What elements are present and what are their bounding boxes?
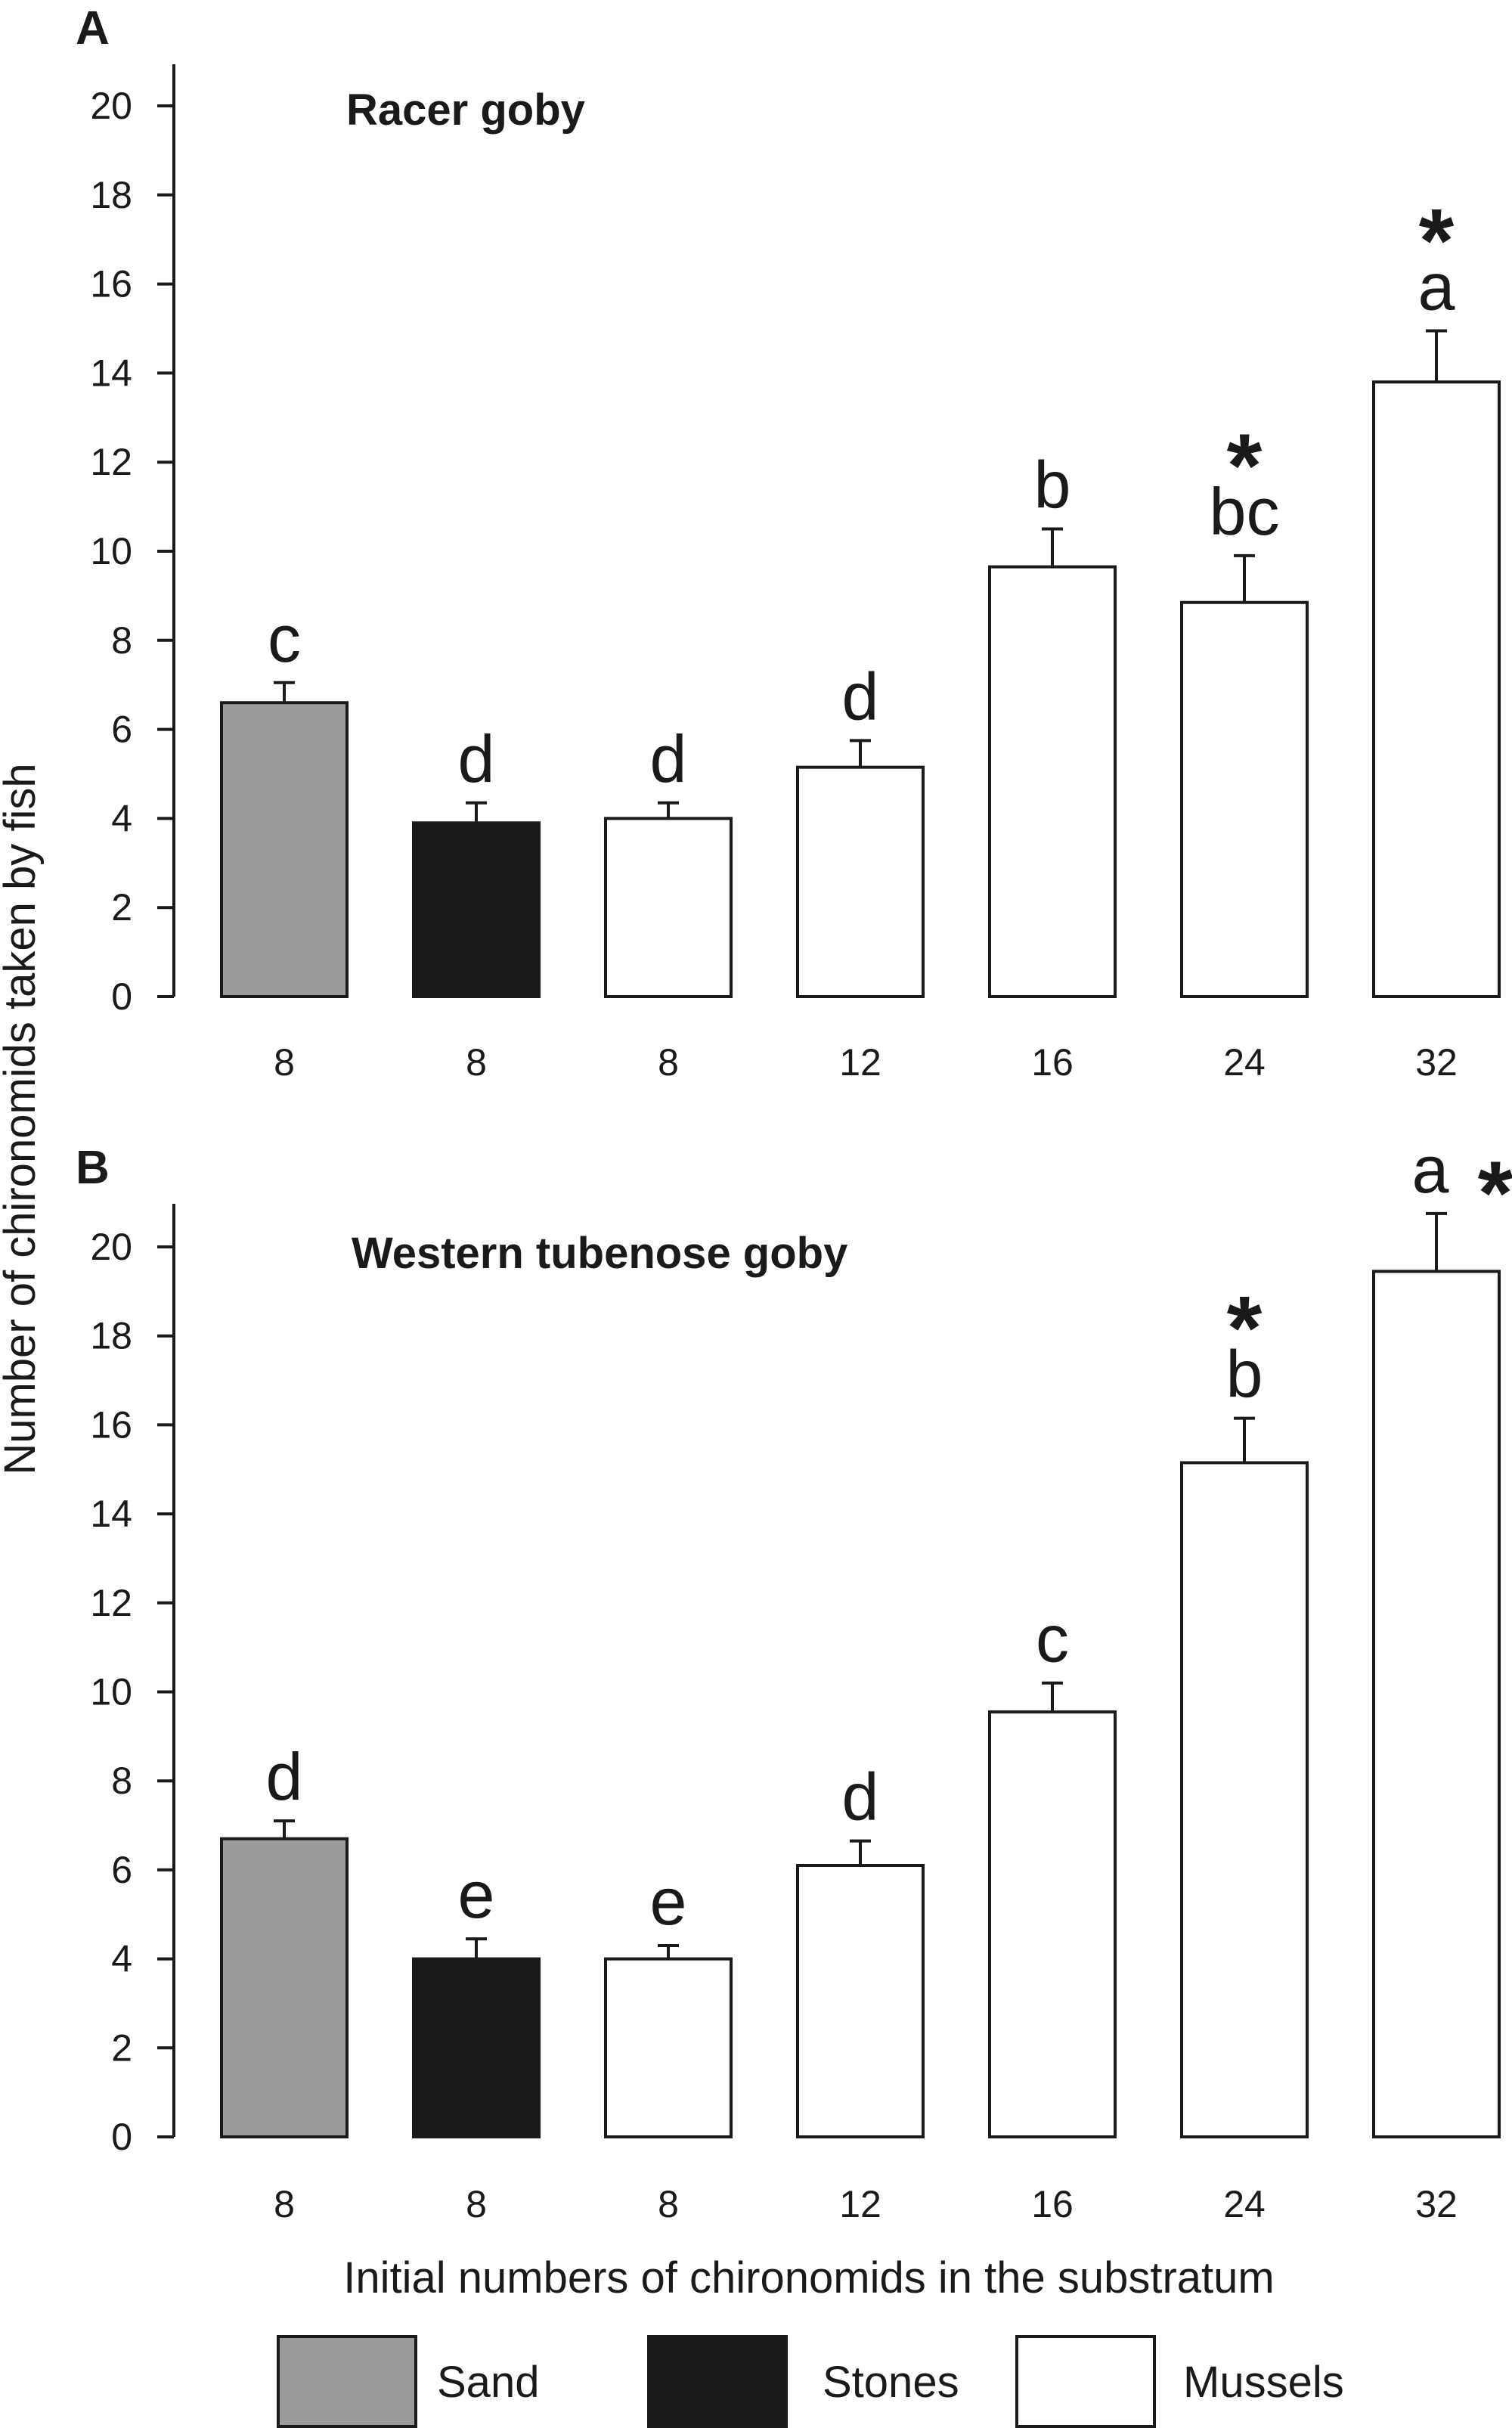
y-tick-label: 0 <box>111 975 132 1018</box>
x-tick-label: 8 <box>274 2183 295 2225</box>
x-tick-label: 8 <box>658 1041 679 1084</box>
panel-b-title: Western tubenose goby <box>352 1229 847 1278</box>
significance-star: * <box>1478 1143 1512 1244</box>
significance-letter: e <box>650 1864 687 1939</box>
panel-b-label: B <box>76 1142 110 1194</box>
bar <box>220 701 349 998</box>
bar <box>796 1864 925 2138</box>
significance-letter: bc <box>1210 474 1280 549</box>
bar <box>412 821 541 999</box>
legend: Sand Stones Mussels <box>277 2335 1344 2428</box>
y-tick-label: 8 <box>111 619 132 662</box>
y-tick-label: 18 <box>90 174 132 216</box>
bar <box>1372 1270 1501 2138</box>
legend-label-mussels: Mussels <box>1183 2358 1344 2407</box>
significance-letter: d <box>842 659 879 733</box>
y-axis-label: Number of chironomids taken by fish <box>0 763 45 1474</box>
significance-letter: e <box>458 1857 495 1932</box>
panel-a-label: A <box>76 2 110 54</box>
bar <box>1372 380 1501 998</box>
x-tick-label: 12 <box>839 2183 881 2225</box>
y-tick-label: 14 <box>90 352 132 394</box>
bar <box>412 1957 541 2139</box>
significance-letter: a <box>1412 1132 1449 1207</box>
significance-star: * <box>1227 1278 1263 1379</box>
x-tick-label: 12 <box>839 1041 881 1084</box>
significance-letter: b <box>1226 1337 1263 1412</box>
legend-label-sand: Sand <box>437 2358 539 2407</box>
panel-a: A Racer goby 024681012141618208c8d8d12d1… <box>76 2 1501 1084</box>
y-tick-label: 8 <box>111 1760 132 1802</box>
bar <box>1180 1461 1309 2138</box>
x-tick-label: 8 <box>658 2183 679 2225</box>
legend-swatch-mussels <box>1015 2335 1156 2428</box>
x-tick-label: 16 <box>1031 2183 1074 2225</box>
significance-letter: d <box>266 1739 303 1814</box>
significance-star: * <box>1419 190 1455 291</box>
y-tick-label: 4 <box>111 1938 132 1980</box>
bar <box>604 1957 733 2139</box>
significance-letter: c <box>1036 1602 1069 1676</box>
y-tick-label: 10 <box>90 1671 132 1713</box>
y-tick-label: 20 <box>90 1226 132 1268</box>
y-tick-label: 0 <box>111 2116 132 2158</box>
x-tick-label: 16 <box>1031 1041 1074 1084</box>
y-tick-label: 16 <box>90 263 132 305</box>
significance-letter: b <box>1034 448 1071 523</box>
significance-letter: c <box>268 601 301 676</box>
x-tick-label: 8 <box>466 1041 487 1084</box>
significance-star: * <box>1227 415 1263 516</box>
significance-letter: d <box>458 721 495 796</box>
x-tick-label: 8 <box>274 1041 295 1084</box>
panel-a-title: Racer goby <box>346 85 585 135</box>
significance-letter: d <box>842 1760 879 1834</box>
y-tick-label: 6 <box>111 1849 132 1891</box>
bar <box>604 817 733 999</box>
y-tick-label: 16 <box>90 1403 132 1446</box>
bar <box>988 565 1117 998</box>
y-tick-label: 6 <box>111 709 132 751</box>
bar <box>988 1710 1117 2138</box>
y-tick-label: 2 <box>111 2026 132 2069</box>
y-tick-label: 10 <box>90 530 132 572</box>
bar <box>796 765 925 998</box>
bar <box>1180 600 1309 998</box>
x-tick-label: 8 <box>466 2183 487 2225</box>
x-axis-label: Initial numbers of chironomids in the su… <box>343 2253 1274 2302</box>
y-tick-label: 12 <box>90 1582 132 1624</box>
y-tick-label: 18 <box>90 1315 132 1357</box>
x-tick-label: 32 <box>1415 2183 1458 2225</box>
legend-label-stones: Stones <box>823 2358 959 2407</box>
y-tick-label: 20 <box>90 85 132 127</box>
y-tick-label: 2 <box>111 886 132 929</box>
x-tick-label: 24 <box>1223 1041 1266 1084</box>
x-tick-label: 24 <box>1223 2183 1266 2225</box>
legend-swatch-stones <box>647 2335 788 2428</box>
y-tick-label: 4 <box>111 797 132 839</box>
bar <box>220 1837 349 2139</box>
y-tick-label: 12 <box>90 441 132 483</box>
panel-b: B Western tubenose goby 0246810121416182… <box>76 1132 1512 2225</box>
significance-letter: d <box>650 721 687 796</box>
significance-letter: a <box>1418 249 1455 324</box>
y-tick-label: 14 <box>90 1493 132 1535</box>
x-tick-label: 32 <box>1415 1041 1458 1084</box>
legend-swatch-sand <box>277 2335 417 2428</box>
